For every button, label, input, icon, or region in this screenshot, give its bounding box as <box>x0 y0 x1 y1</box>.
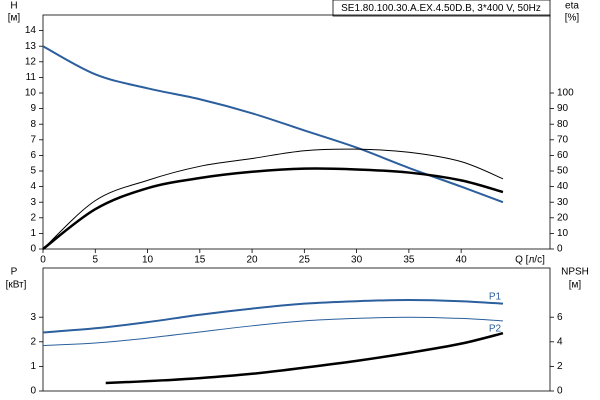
y2-tick-label: 20 <box>557 212 569 223</box>
y2-tick-label: 0 <box>557 244 563 255</box>
y-tick-label: 2 <box>30 336 36 347</box>
curve <box>42 148 504 250</box>
y2-tick-label: 6 <box>557 312 563 323</box>
x-tick-label: 5 <box>92 255 98 266</box>
plot-frame <box>42 14 551 250</box>
y-tick-label: 10 <box>25 88 37 99</box>
x-tick-label: 35 <box>403 255 415 266</box>
y-axis-label: P <box>11 267 18 278</box>
y-axis-label: H <box>10 1 17 12</box>
y-tick-label: 3 <box>30 197 36 208</box>
y-tick-label: 1 <box>30 228 36 239</box>
x-tick-label: 10 <box>142 255 154 266</box>
curve <box>42 298 504 334</box>
x-tick-label: 20 <box>247 255 259 266</box>
y2-tick-label: 90 <box>557 103 569 114</box>
x-tick-label: 30 <box>351 255 363 266</box>
curve-label: P2 <box>489 324 502 335</box>
curve <box>42 167 504 250</box>
y-tick-label: 4 <box>30 181 36 192</box>
y-tick-label: 8 <box>30 119 36 130</box>
x-tick-label: 15 <box>194 255 206 266</box>
y2-tick-label: 0 <box>557 386 563 397</box>
y2-axis-unit: [м] <box>569 280 582 291</box>
y-tick-label: 5 <box>30 166 36 177</box>
title-box <box>332 0 551 17</box>
y2-tick-label: 40 <box>557 181 569 192</box>
y-tick-label: 7 <box>30 134 36 145</box>
y-tick-label: 9 <box>30 103 36 114</box>
y2-tick-label: 4 <box>557 336 563 347</box>
y-tick-label: 12 <box>25 56 37 67</box>
y2-tick-label: 10 <box>557 228 569 239</box>
y2-tick-label: 30 <box>557 197 569 208</box>
curve <box>42 316 503 346</box>
y2-axis-unit: [%] <box>565 13 580 24</box>
y-tick-label: 1 <box>30 361 36 372</box>
curve <box>105 331 504 385</box>
x-tick-label: 40 <box>456 255 468 266</box>
y2-tick-label: 50 <box>557 166 569 177</box>
y-axis-unit: [кВт] <box>6 280 27 291</box>
y2-axis-label: eta <box>565 1 579 12</box>
y-tick-label: 11 <box>26 72 37 83</box>
x-tick-label: 0 <box>40 255 46 266</box>
x-tick-label: 25 <box>299 255 311 266</box>
y2-tick-label: 2 <box>557 361 563 372</box>
y-tick-label: 6 <box>30 150 36 161</box>
y2-tick-label: 60 <box>557 150 569 161</box>
x-axis-label: Q [л/с] <box>515 255 545 266</box>
y-tick-label: 0 <box>30 244 36 255</box>
y-tick-label: 2 <box>30 212 36 223</box>
y2-tick-label: 80 <box>557 119 569 130</box>
chart-title: SE1.80.100.30.A.EX.4.50D.B, 3*400 V, 50H… <box>341 3 541 14</box>
curve-label: P1 <box>489 291 502 302</box>
y2-tick-label: 70 <box>557 134 569 145</box>
y-tick-label: 14 <box>25 25 37 36</box>
plot-frame <box>42 267 551 392</box>
y-axis-unit: [м] <box>8 13 21 24</box>
curve <box>42 45 504 204</box>
y-tick-label: 13 <box>25 41 37 52</box>
y-tick-label: 0 <box>30 386 36 397</box>
y2-tick-label: 100 <box>557 88 574 99</box>
y-tick-label: 3 <box>30 312 36 323</box>
y2-axis-label: NPSH <box>561 267 589 278</box>
